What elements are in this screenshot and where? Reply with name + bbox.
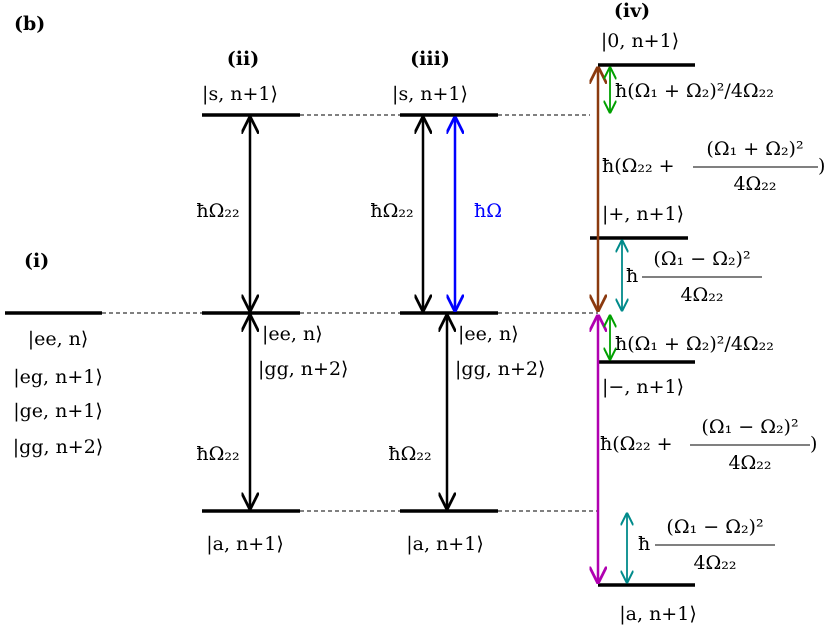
- gap-label: 4Ω₂₂: [728, 452, 771, 474]
- gap-label: ħΩ₂₂: [370, 200, 413, 222]
- gap-label: ħΩ₂₂: [196, 443, 239, 465]
- column-label: (iii): [410, 48, 450, 70]
- gap-label: ): [810, 433, 817, 455]
- drive-label: ħΩ: [474, 200, 502, 222]
- shift-label: 4Ω₂₂: [680, 284, 723, 306]
- column-label: (iv): [614, 0, 650, 22]
- column-label: (ii): [227, 48, 259, 70]
- layout: [5, 63, 818, 587]
- state-label: |a, n+1⟩: [206, 533, 283, 555]
- state-label: |gg, n+2⟩: [455, 358, 545, 380]
- gap-label: 4Ω₂₂: [733, 173, 776, 195]
- shift-label: (Ω₁ − Ω₂)²: [666, 516, 763, 538]
- shift-label: (Ω₁ − Ω₂)²: [653, 248, 750, 270]
- gap-label: (Ω₁ − Ω₂)²: [701, 416, 798, 438]
- state-label: |ee, n⟩: [28, 328, 89, 350]
- state-label: |s, n+1⟩: [392, 83, 468, 105]
- state-label: |0, n+1⟩: [601, 30, 679, 52]
- shift-label: ħ: [626, 265, 638, 287]
- state-label: |ge, n+1⟩: [13, 400, 103, 422]
- state-label: |eg, n+1⟩: [13, 366, 103, 388]
- gap-label: ħ(Ω₂₂ +: [602, 155, 675, 177]
- panel-label: (b): [14, 13, 45, 35]
- shift-label: 4Ω₂₂: [693, 552, 736, 574]
- shift-label: ħ(Ω₁ + Ω₂)²/4Ω₂₂: [615, 333, 774, 355]
- gap-label: ): [818, 155, 825, 177]
- shift-label: ħ(Ω₁ + Ω₂)²/4Ω₂₂: [615, 80, 774, 102]
- state-label: |−, n+1⟩: [602, 376, 684, 398]
- gap-label: ħ(Ω₂₂ +: [600, 433, 673, 455]
- state-label: |a, n+1⟩: [619, 603, 696, 625]
- shift-label: ħ: [638, 533, 650, 555]
- state-label: |gg, n+2⟩: [13, 436, 103, 458]
- column-label: (i): [24, 250, 49, 272]
- gap-label: ħΩ₂₂: [196, 200, 239, 222]
- state-label: |a, n+1⟩: [406, 533, 483, 555]
- gap-label: ħΩ₂₂: [388, 443, 431, 465]
- gap-label: (Ω₁ + Ω₂)²: [706, 138, 803, 160]
- state-label: |ee, n⟩: [262, 323, 323, 345]
- state-label: |ee, n⟩: [458, 323, 519, 345]
- state-label: |+, n+1⟩: [602, 203, 684, 225]
- state-label: |s, n+1⟩: [202, 83, 278, 105]
- state-label: |gg, n+2⟩: [258, 358, 348, 380]
- labels: (b) (i) (ii) (iii) (iv) |ee, n⟩ |eg, n+1…: [13, 0, 826, 625]
